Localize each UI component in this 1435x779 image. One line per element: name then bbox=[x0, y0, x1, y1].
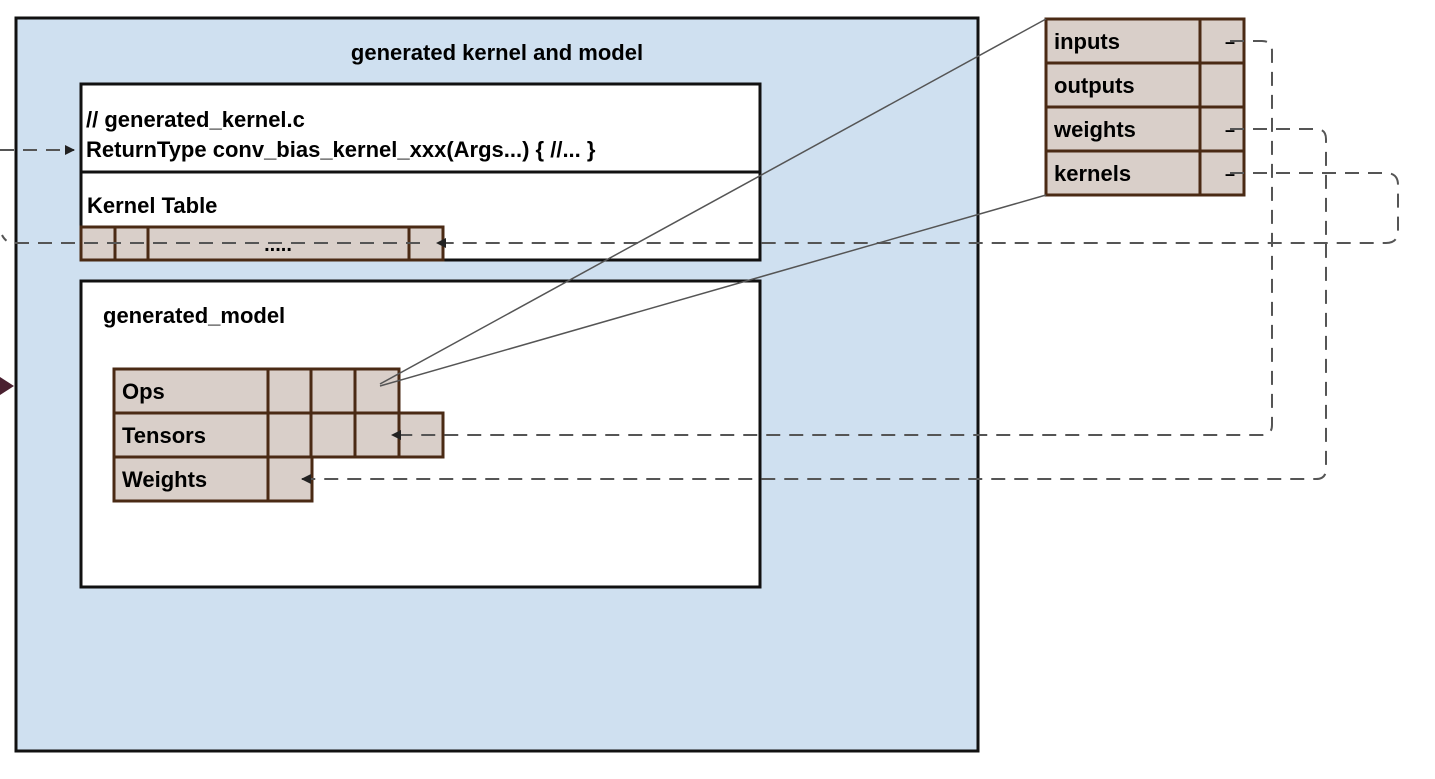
kernel-table-label: Kernel Table bbox=[87, 193, 217, 218]
model-row-weights: Weights bbox=[122, 467, 207, 492]
zoom-line-top bbox=[379, 18, 1047, 385]
model-label: generated_model bbox=[103, 303, 285, 328]
left-edge-arrow bbox=[0, 377, 14, 395]
op-field-inputs: inputs bbox=[1054, 29, 1120, 54]
model-row-cell bbox=[353, 411, 401, 459]
dashed-connectors bbox=[0, 40, 1399, 484]
model-row-cell bbox=[309, 411, 357, 459]
model-row-cell bbox=[112, 455, 270, 503]
op-field-outputs: outputs bbox=[1054, 73, 1135, 98]
model-row-tensors: Tensors bbox=[122, 423, 206, 448]
kernel-signature: ReturnType conv_bias_kernel_xxx(Args...)… bbox=[86, 137, 596, 162]
model-row-cell bbox=[353, 367, 401, 415]
dashed-kernels-to-kernel-table bbox=[436, 172, 1399, 248]
kernel-table-ellipsis: ..... bbox=[264, 234, 292, 256]
model-row-cell bbox=[266, 411, 313, 459]
dashed-kernel-table-left bbox=[1, 234, 420, 244]
dashed-weights-to-weights bbox=[301, 128, 1327, 484]
model-row-cell bbox=[266, 367, 313, 415]
op-struct-stub-cell bbox=[1198, 61, 1246, 109]
zoom-line-bottom bbox=[379, 194, 1047, 387]
outer-title: generated kernel and model bbox=[351, 40, 643, 65]
kernel-file-comment: // generated_kernel.c bbox=[86, 107, 305, 132]
dashed-inputs-to-tensors bbox=[391, 40, 1273, 440]
model-row-cell bbox=[309, 367, 357, 415]
model-row-ops: Ops bbox=[122, 379, 165, 404]
op-field-kernels: kernels bbox=[1054, 161, 1131, 186]
model-cells bbox=[112, 367, 445, 503]
op-field-weights: weights bbox=[1053, 117, 1136, 142]
